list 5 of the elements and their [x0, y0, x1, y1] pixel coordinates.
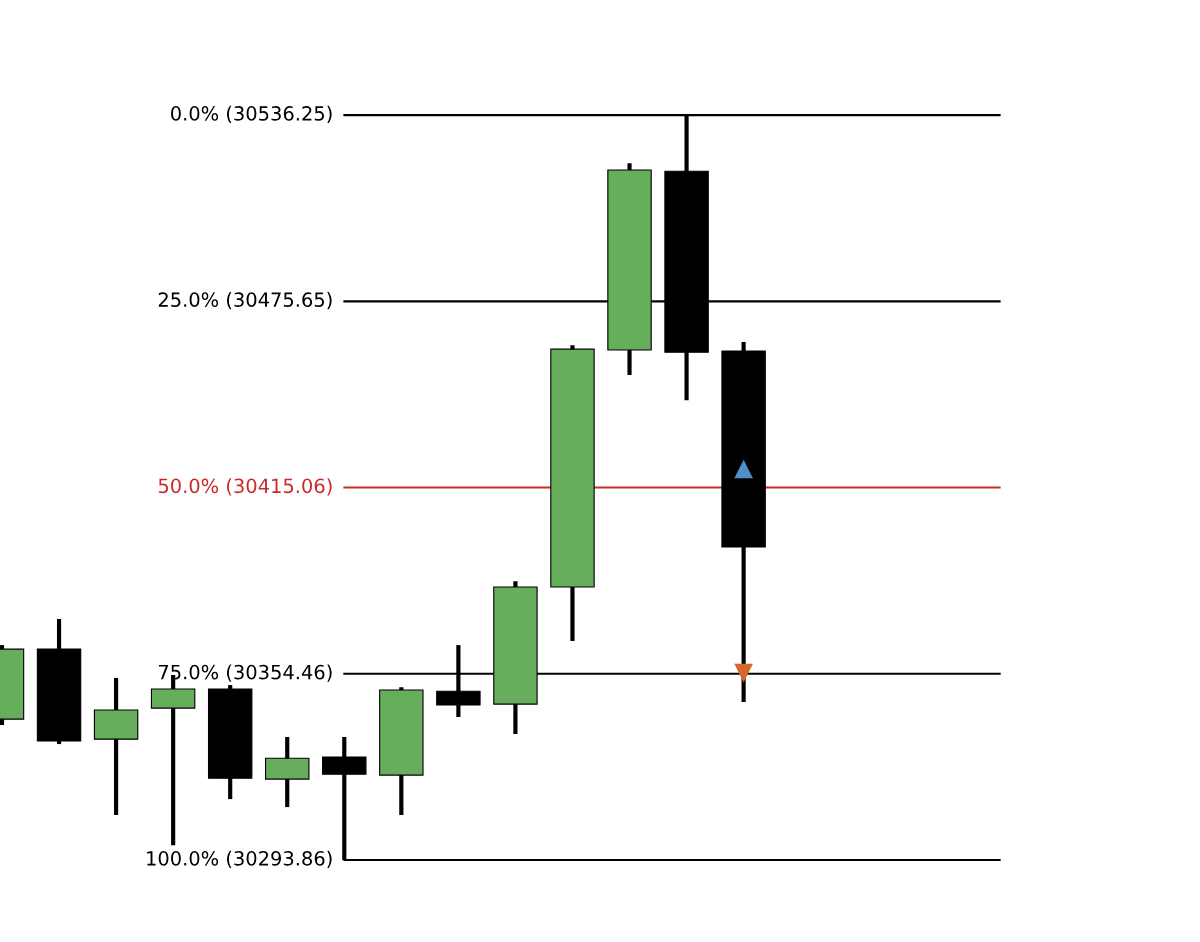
ref-line-label: 50.0% (30415.06): [158, 478, 332, 496]
ref-line-label: 100.0% (30293.86): [147, 850, 332, 868]
ref-line-label: 75.0% (30354.46): [158, 664, 332, 682]
ref-line-label: 0.0% (30536.25): [171, 105, 332, 124]
ref-line-label: 25.0% (30475.65): [158, 291, 332, 310]
